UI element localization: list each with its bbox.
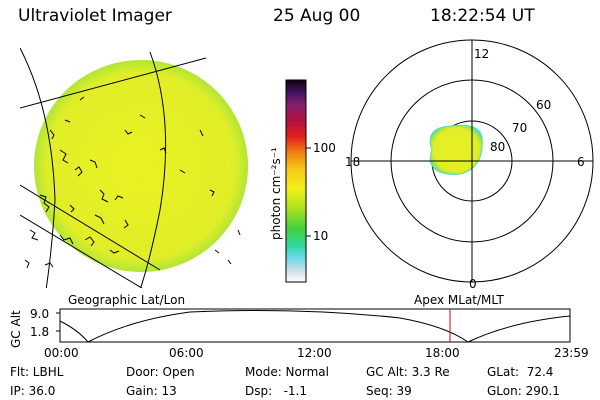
lat-label-60: 60 <box>536 98 552 112</box>
lat-label-80: 80 <box>490 140 506 154</box>
dsp-info: Dsp: -1.1 <box>245 384 308 398</box>
time-label: 18:22:54 UT <box>430 6 535 26</box>
date-label: 25 Aug 00 <box>273 6 361 26</box>
time-tick: 12:00 <box>297 346 332 360</box>
glon-info: GLon: 290.1 <box>487 384 560 398</box>
colorbar-tick-label: 100 <box>313 141 336 155</box>
polar-plot <box>350 39 594 283</box>
filter-info: Flt: LBHL <box>10 365 64 379</box>
time-tick: 18:00 <box>425 346 460 360</box>
mlt-label-12: 12 <box>474 47 490 61</box>
colorbar-unit-label: photon cm⁻²s⁻¹ <box>269 147 283 240</box>
geographic-panel-label: Geographic Lat/Lon <box>68 293 186 307</box>
color-scale-bar <box>285 79 307 283</box>
lat-label-70: 70 <box>512 121 528 135</box>
altitude-axis-label: GC Alt <box>9 310 23 348</box>
mlt-label-0: 0 <box>469 277 477 291</box>
geographic-image <box>20 47 248 288</box>
altitude-plot <box>56 308 571 343</box>
colorbar-tick-label: 10 <box>313 229 329 243</box>
auroral-oval <box>429 124 483 176</box>
instrument-title: Ultraviolet Imager <box>18 6 172 26</box>
altitude-curve <box>59 309 571 343</box>
seq-info: Seq: 39 <box>366 384 412 398</box>
mlt-label-6: 6 <box>577 155 585 169</box>
glat-info: GLat: 72.4 <box>487 365 554 379</box>
mode-info: Mode: Normal <box>245 365 329 379</box>
gain-info: Gain: 13 <box>126 384 177 398</box>
altitude-y-tick: 1.8 <box>30 325 50 339</box>
apex-panel-label: Apex MLat/MLT <box>414 293 504 307</box>
time-tick: 23:59 <box>554 346 589 360</box>
earth-disk <box>34 60 248 272</box>
mlt-label-18: 18 <box>345 155 361 169</box>
door-info: Door: Open <box>126 365 195 379</box>
ip-info: IP: 36.0 <box>10 384 56 398</box>
time-tick: 06:00 <box>169 346 204 360</box>
altitude-y-tick: 9.0 <box>30 307 50 321</box>
coastline-outlines <box>24 96 241 269</box>
time-tick: 00:00 <box>44 346 79 360</box>
gc-alt-info: GC Alt: 3.3 Re <box>366 365 450 379</box>
